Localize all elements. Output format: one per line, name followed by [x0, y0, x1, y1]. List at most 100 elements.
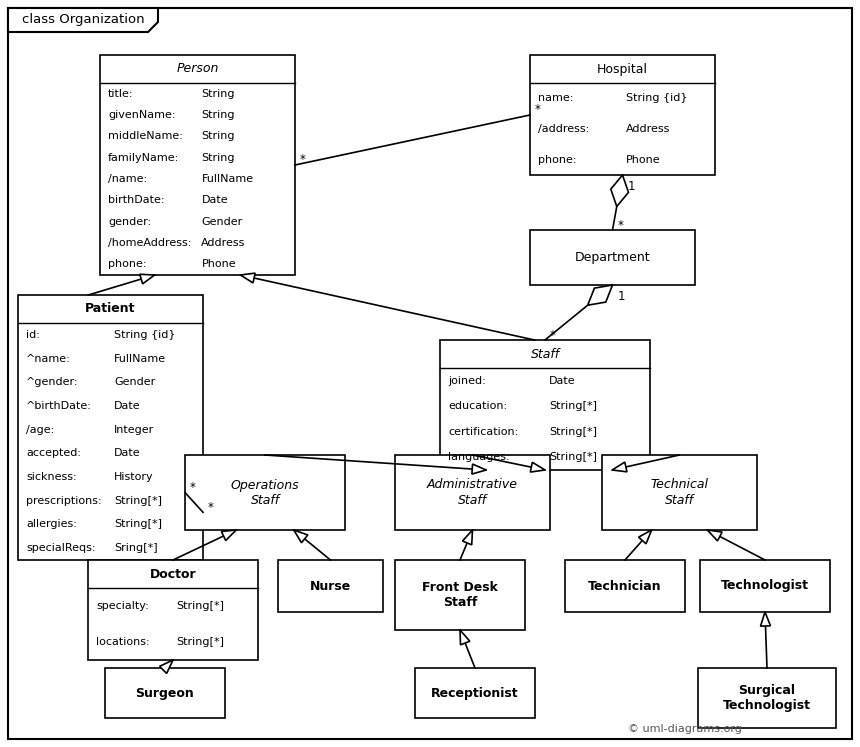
Text: Address: Address — [201, 238, 246, 248]
Text: String {id}: String {id} — [114, 330, 175, 340]
Text: Administrative
Staff: Administrative Staff — [427, 479, 518, 506]
Polygon shape — [221, 530, 237, 541]
Polygon shape — [760, 612, 771, 626]
Text: String: String — [201, 89, 235, 99]
Polygon shape — [708, 530, 722, 541]
Polygon shape — [639, 530, 652, 544]
Polygon shape — [460, 630, 470, 645]
Text: Department: Department — [574, 251, 650, 264]
Text: String[*]: String[*] — [550, 452, 597, 462]
Text: Surgeon: Surgeon — [136, 686, 194, 699]
Bar — [88, 560, 258, 660]
Bar — [565, 560, 685, 612]
Text: Sring[*]: Sring[*] — [114, 543, 158, 553]
Text: *: * — [208, 500, 214, 514]
Text: Integer: Integer — [114, 424, 155, 435]
Text: accepted:: accepted: — [26, 448, 81, 459]
Text: Technician: Technician — [588, 580, 662, 592]
Text: Nurse: Nurse — [310, 580, 351, 592]
Text: History: History — [114, 472, 154, 482]
Text: Date: Date — [114, 448, 141, 459]
Text: phone:: phone: — [108, 259, 146, 270]
Polygon shape — [531, 462, 545, 472]
Text: Person: Person — [176, 63, 218, 75]
Text: Operations
Staff: Operations Staff — [230, 479, 299, 506]
Text: String[*]: String[*] — [176, 637, 224, 647]
Bar — [700, 560, 830, 612]
Text: String[*]: String[*] — [550, 401, 597, 412]
Text: String: String — [201, 110, 235, 120]
Text: /name:: /name: — [108, 174, 147, 184]
Text: *: * — [190, 481, 196, 494]
Polygon shape — [294, 530, 308, 543]
Text: class Organization: class Organization — [22, 13, 144, 26]
Text: String: String — [201, 131, 235, 141]
Text: Phone: Phone — [201, 259, 236, 270]
Bar — [698, 668, 836, 728]
Bar — [530, 55, 715, 175]
Bar — [530, 230, 695, 285]
Text: /age:: /age: — [26, 424, 54, 435]
Text: String[*]: String[*] — [114, 496, 163, 506]
Bar — [278, 560, 383, 612]
Text: middleName:: middleName: — [108, 131, 183, 141]
Text: *: * — [550, 329, 556, 341]
Text: id:: id: — [26, 330, 40, 340]
Polygon shape — [587, 285, 612, 306]
Text: Technical
Staff: Technical Staff — [650, 479, 709, 506]
Polygon shape — [472, 464, 486, 474]
Text: String[*]: String[*] — [176, 601, 224, 611]
Bar — [415, 668, 535, 718]
Text: Gender: Gender — [114, 377, 156, 387]
Text: Hospital: Hospital — [597, 63, 648, 75]
Polygon shape — [611, 175, 629, 206]
Bar — [440, 340, 650, 470]
Text: ^birthDate:: ^birthDate: — [26, 401, 92, 411]
Text: /address:: /address: — [538, 124, 589, 134]
Text: © uml-diagrams.org: © uml-diagrams.org — [628, 724, 741, 734]
Text: Date: Date — [114, 401, 141, 411]
Text: birthDate:: birthDate: — [108, 195, 164, 205]
Text: joined:: joined: — [448, 376, 486, 385]
Text: certification:: certification: — [448, 427, 519, 437]
Text: Phone: Phone — [626, 155, 660, 164]
Text: String[*]: String[*] — [114, 519, 163, 530]
Text: ^gender:: ^gender: — [26, 377, 78, 387]
Text: 1: 1 — [617, 291, 625, 303]
Text: *: * — [617, 219, 624, 232]
Polygon shape — [160, 660, 173, 674]
Text: allergies:: allergies: — [26, 519, 77, 530]
Text: education:: education: — [448, 401, 507, 412]
Bar — [18, 295, 203, 560]
Text: String {id}: String {id} — [626, 93, 688, 103]
Text: prescriptions:: prescriptions: — [26, 496, 101, 506]
Text: gender:: gender: — [108, 217, 151, 226]
Text: Date: Date — [201, 195, 228, 205]
Polygon shape — [140, 274, 155, 284]
Bar — [100, 55, 295, 275]
Polygon shape — [8, 8, 158, 32]
Polygon shape — [463, 530, 472, 545]
Text: title:: title: — [108, 89, 133, 99]
Text: givenName:: givenName: — [108, 110, 175, 120]
Text: Patient: Patient — [85, 303, 136, 315]
Text: Surgical
Technologist: Surgical Technologist — [723, 684, 811, 712]
Text: FullName: FullName — [201, 174, 254, 184]
Bar — [602, 455, 757, 530]
Text: Staff: Staff — [531, 347, 560, 361]
Text: specialty:: specialty: — [96, 601, 149, 611]
Text: locations:: locations: — [96, 637, 150, 647]
Bar — [105, 668, 225, 718]
Text: /homeAddress:: /homeAddress: — [108, 238, 192, 248]
Text: Front Desk
Staff: Front Desk Staff — [422, 581, 498, 609]
Text: *: * — [300, 153, 306, 167]
Text: sickness:: sickness: — [26, 472, 77, 482]
Text: Date: Date — [550, 376, 576, 385]
Text: 1: 1 — [628, 181, 635, 193]
Text: Address: Address — [626, 124, 671, 134]
Text: familyName:: familyName: — [108, 152, 179, 163]
Text: phone:: phone: — [538, 155, 576, 164]
Text: Receptionist: Receptionist — [431, 686, 519, 699]
Text: languages:: languages: — [448, 452, 510, 462]
Text: Technologist: Technologist — [721, 580, 809, 592]
